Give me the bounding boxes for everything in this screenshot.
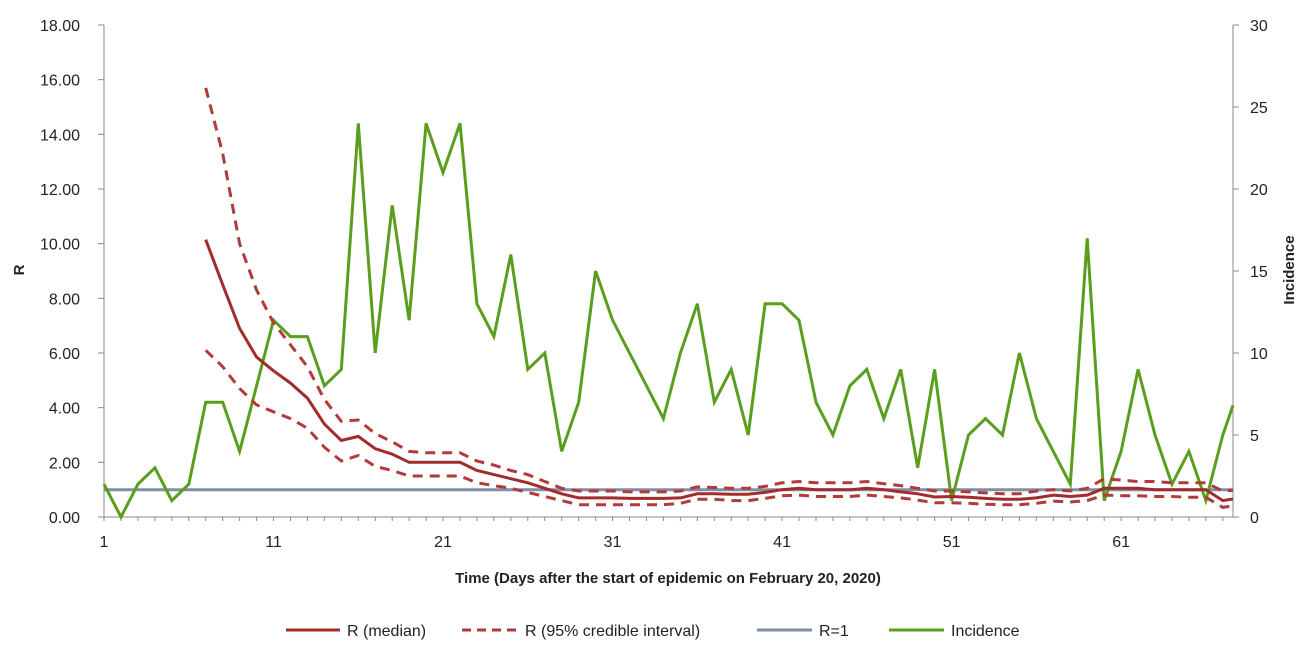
y2-tick-label: 5 [1250,428,1259,445]
x-tick-label: 51 [943,534,961,551]
legend: R (median) R (95% credible interval) R=1… [286,623,1020,640]
legend-item-incidence: Incidence [889,623,1020,640]
series-ci-lower-line [204,349,1234,509]
legend-item-ci: R (95% credible interval) [462,623,700,640]
y-tick-label: 16.00 [40,73,80,90]
y-tick-label: 10.00 [40,237,80,254]
x-tick-label: 11 [265,534,282,551]
legend-item-median: R (median) [286,623,426,640]
x-tick-label: 21 [434,534,452,551]
y2-axis-title: Incidence [1281,235,1298,304]
x-tick-label: 31 [604,534,622,551]
y-tick-label: 2.00 [49,455,80,472]
y-tick-label: 8.00 [49,291,80,308]
y-axis-title: R [11,264,28,275]
x-tick-label: 41 [773,534,791,551]
y-tick-label: 4.00 [49,401,80,418]
legend-label-r1: R=1 [819,623,849,640]
y-tick-label: 0.00 [49,510,80,527]
x-tick-label: 1 [100,534,109,551]
y-tick-label: 12.00 [40,182,80,199]
x-axis-title: Time (Days after the start of epidemic o… [455,570,881,587]
y2-tick-label: 15 [1250,264,1268,281]
legend-item-r1: R=1 [757,623,849,640]
y-tick-label: 18.00 [40,18,80,35]
y2-tick-label: 30 [1250,18,1268,35]
y-tick-label: 6.00 [49,346,80,363]
series-incidence-line [102,122,1235,521]
x-tick-label: 61 [1112,534,1130,551]
y2-tick-label: 0 [1250,510,1259,527]
y2-tick-label: 25 [1250,100,1268,117]
axes: 0.00 2.00 4.00 6.00 8.00 10.00 12.00 14.00 16.00… [40,18,1268,551]
y2-tick-label: 10 [1250,346,1268,363]
legend-label-incidence: Incidence [951,623,1020,640]
y2-tick-label: 20 [1250,182,1268,199]
series-median-line [204,239,1234,503]
y-tick-label: 14.00 [40,127,80,144]
series-layer [102,87,1235,521]
legend-label-ci: R (95% credible interval) [525,623,700,640]
series-ci-upper-line [204,87,1234,496]
legend-label-median: R (median) [347,623,426,640]
